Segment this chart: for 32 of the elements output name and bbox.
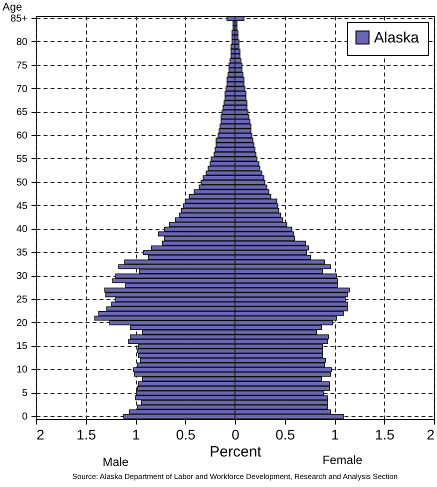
y-tick-label: 20	[16, 318, 28, 329]
x-tick-label: 2	[36, 426, 44, 442]
x-tick-label: 0	[232, 426, 240, 442]
y-tick-label: 70	[16, 84, 28, 95]
y-tick-label: 0	[22, 411, 28, 422]
y-tick-label: 15	[16, 341, 28, 352]
y-tick-label: 30	[16, 271, 28, 282]
x-tick-label: 1	[132, 426, 140, 442]
x-tick-label: 0.5	[276, 426, 296, 442]
y-axis-title: Age	[2, 2, 22, 14]
x-tick-label: 0.5	[176, 426, 196, 442]
x-axis-title: Percent	[210, 444, 262, 460]
y-tick-label: 10	[16, 364, 28, 376]
legend-label: Alaska	[374, 30, 420, 46]
text: Male	[102, 455, 129, 469]
y-tick-label: 40	[16, 224, 28, 236]
y-tick-label: 80	[16, 36, 28, 48]
y-tick-label: 65	[16, 107, 28, 118]
y-tick-label: 50	[16, 177, 28, 188]
y-tick-label: 55	[16, 154, 28, 165]
x-tick-label: 1.5	[76, 426, 96, 442]
y-tick-label: 60	[16, 130, 28, 142]
y-tick-label: 85+	[10, 14, 28, 25]
y-tick-label: 75	[16, 60, 28, 72]
text: Female	[322, 453, 363, 467]
y-tick-label: 35	[16, 248, 28, 259]
x-tick-label: 1.5	[375, 426, 395, 442]
x-tick-label: 1	[331, 426, 340, 442]
y-tick-label: 5	[22, 388, 28, 400]
y-tick-label: 45	[16, 200, 28, 212]
y-tick-label: 25	[16, 294, 28, 306]
x-tick-label: 2	[426, 426, 435, 442]
